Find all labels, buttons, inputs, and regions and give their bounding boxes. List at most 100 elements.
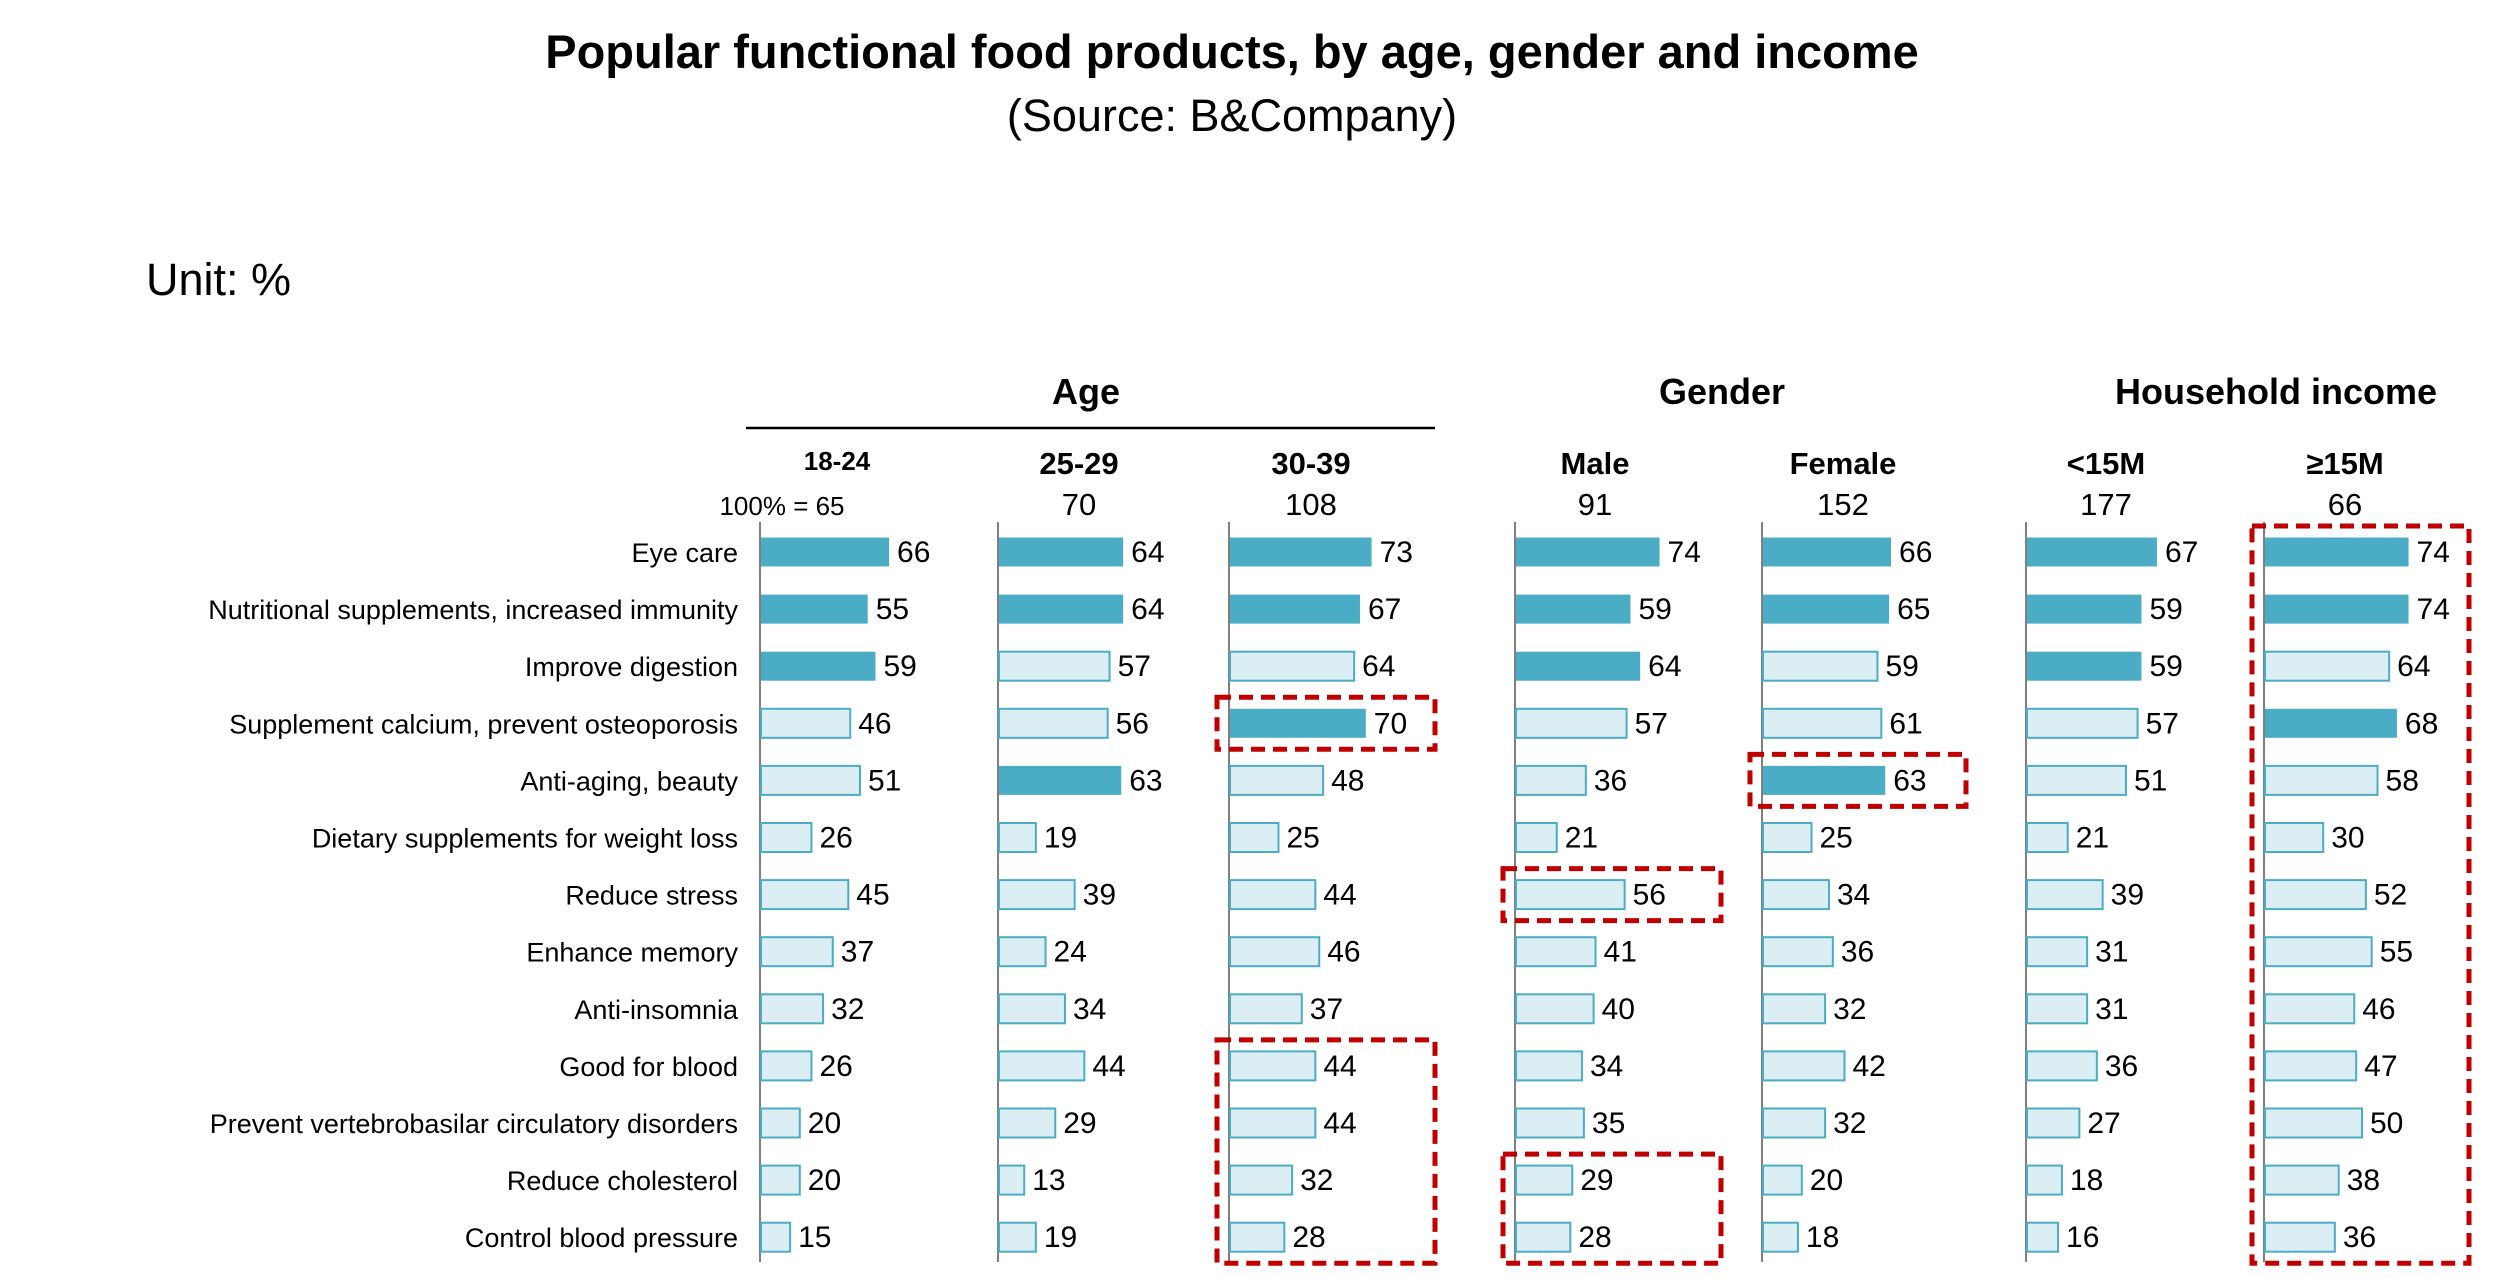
bar-5-4 — [2026, 764, 2127, 796]
value-label-2-10: 44 — [1323, 1107, 1356, 1140]
value-label-4-2: 59 — [1885, 650, 1918, 683]
highlight-box-3 — [1500, 1151, 1724, 1266]
value-label-2-0: 73 — [1380, 536, 1413, 569]
value-label-1-11: 13 — [1032, 1164, 1065, 1197]
bar-1-8 — [998, 993, 1066, 1025]
value-label-2-5: 25 — [1287, 822, 1320, 855]
bar-2-7 — [1229, 936, 1321, 968]
value-label-3-10: 35 — [1592, 1107, 1625, 1140]
value-label-5-5: 21 — [2076, 822, 2109, 855]
group-header-2: Household income — [2115, 371, 2437, 412]
value-label-1-10: 29 — [1063, 1107, 1096, 1140]
bar-5-2 — [2027, 651, 2142, 681]
value-label-4-5: 25 — [1820, 822, 1853, 855]
bar-4-4 — [1763, 765, 1886, 795]
value-label-0-3: 46 — [858, 707, 891, 740]
value-label-3-7: 41 — [1604, 936, 1637, 969]
bar-6-7 — [2264, 936, 2373, 968]
category-label-9: Good for blood — [559, 1052, 738, 1082]
value-label-5-9: 36 — [2105, 1050, 2138, 1083]
bar-3-2 — [1516, 651, 1641, 681]
value-label-3-9: 34 — [1590, 1050, 1623, 1083]
bar-6-4 — [2264, 764, 2379, 796]
category-label-8: Anti-insomnia — [574, 995, 739, 1025]
bar-5-7 — [2026, 936, 2089, 968]
column-base-2: 108 — [1285, 487, 1337, 522]
value-label-5-6: 39 — [2111, 879, 2144, 912]
bar-3-8 — [1515, 993, 1595, 1025]
bar-0-9 — [760, 1050, 813, 1082]
bar-4-7 — [1762, 936, 1834, 968]
bar-3-5 — [1515, 822, 1558, 853]
category-label-4: Anti-aging, beauty — [520, 766, 738, 796]
bar-3-11 — [1515, 1164, 1574, 1196]
value-label-6-0: 74 — [2417, 536, 2450, 569]
bar-0-0 — [761, 537, 890, 567]
value-label-6-9: 47 — [2364, 1050, 2397, 1083]
value-label-0-10: 20 — [808, 1107, 841, 1140]
bar-4-2 — [1762, 650, 1879, 682]
value-label-4-11: 20 — [1810, 1164, 1843, 1197]
value-label-1-3: 56 — [1116, 707, 1149, 740]
value-label-3-12: 28 — [1578, 1221, 1611, 1254]
value-label-4-7: 36 — [1841, 936, 1874, 969]
column-header-6: ≥15M — [2306, 446, 2383, 481]
bar-4-1 — [1763, 594, 1890, 624]
value-label-2-1: 67 — [1368, 593, 1401, 626]
value-label-2-8: 37 — [1310, 993, 1343, 1026]
value-label-3-0: 74 — [1668, 536, 1701, 569]
value-label-1-4: 63 — [1129, 764, 1162, 797]
value-label-2-12: 28 — [1292, 1221, 1325, 1254]
value-label-5-11: 18 — [2070, 1164, 2103, 1197]
bar-6-11 — [2264, 1164, 2340, 1196]
bar-4-11 — [1762, 1164, 1803, 1196]
value-label-3-8: 40 — [1602, 993, 1635, 1026]
value-label-5-12: 16 — [2066, 1221, 2099, 1254]
bar-4-0 — [1763, 537, 1892, 567]
value-label-3-1: 59 — [1638, 593, 1671, 626]
value-label-2-4: 48 — [1331, 764, 1364, 797]
bar-0-3 — [760, 707, 852, 739]
column-base-3: 91 — [1578, 487, 1612, 522]
category-label-10: Prevent vertebrobasilar circulatory diso… — [210, 1109, 738, 1139]
value-label-1-5: 19 — [1044, 822, 1077, 855]
highlight-box-4 — [1747, 751, 1969, 809]
title-block: Popular functional food products, by age… — [0, 20, 2464, 148]
bar-5-3 — [2026, 707, 2139, 739]
bar-4-10 — [1762, 1107, 1827, 1139]
bar-2-10 — [1229, 1107, 1317, 1139]
bar-0-5 — [760, 822, 813, 853]
bar-5-0 — [2027, 537, 2157, 567]
value-label-3-3: 57 — [1635, 707, 1668, 740]
category-label-1: Nutritional supplements, increased immun… — [208, 595, 738, 625]
value-label-4-9: 42 — [1852, 1050, 1885, 1083]
category-label-2: Improve digestion — [525, 652, 738, 682]
value-label-5-4: 51 — [2134, 764, 2167, 797]
value-label-5-7: 31 — [2095, 936, 2128, 969]
value-label-5-3: 57 — [2146, 707, 2179, 740]
category-label-6: Reduce stress — [565, 881, 738, 911]
value-label-6-12: 36 — [2343, 1221, 2376, 1254]
value-label-0-8: 32 — [831, 993, 864, 1026]
bar-1-5 — [998, 822, 1037, 853]
bar-0-11 — [760, 1164, 801, 1196]
bar-0-4 — [760, 764, 861, 796]
value-label-3-4: 36 — [1594, 764, 1627, 797]
bar-2-4 — [1229, 764, 1325, 796]
bar-2-11 — [1229, 1164, 1294, 1196]
value-label-6-8: 46 — [2362, 993, 2395, 1026]
bar-3-7 — [1515, 936, 1597, 968]
bar-5-5 — [2026, 822, 2069, 853]
bar-3-3 — [1515, 707, 1628, 739]
category-label-0: Eye care — [631, 538, 738, 568]
value-label-4-6: 34 — [1837, 879, 1870, 912]
bar-3-10 — [1515, 1107, 1585, 1139]
value-label-6-11: 38 — [2347, 1164, 2380, 1197]
bar-3-0 — [1516, 537, 1660, 567]
value-label-2-2: 64 — [1362, 650, 1395, 683]
value-label-0-4: 51 — [868, 764, 901, 797]
value-label-6-5: 30 — [2331, 822, 2364, 855]
category-label-3: Supplement calcium, prevent osteoporosis — [229, 709, 738, 739]
bar-5-10 — [2026, 1107, 2081, 1139]
value-label-1-6: 39 — [1083, 879, 1116, 912]
